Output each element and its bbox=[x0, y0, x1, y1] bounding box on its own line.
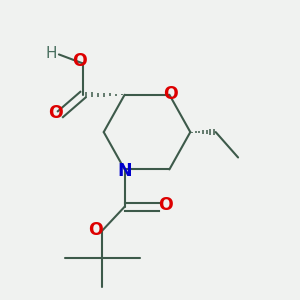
Text: H: H bbox=[46, 46, 57, 61]
Text: O: O bbox=[48, 104, 62, 122]
Text: O: O bbox=[88, 221, 103, 239]
Text: O: O bbox=[158, 196, 173, 214]
Text: O: O bbox=[72, 52, 87, 70]
Text: O: O bbox=[164, 85, 178, 103]
Text: N: N bbox=[117, 162, 132, 180]
